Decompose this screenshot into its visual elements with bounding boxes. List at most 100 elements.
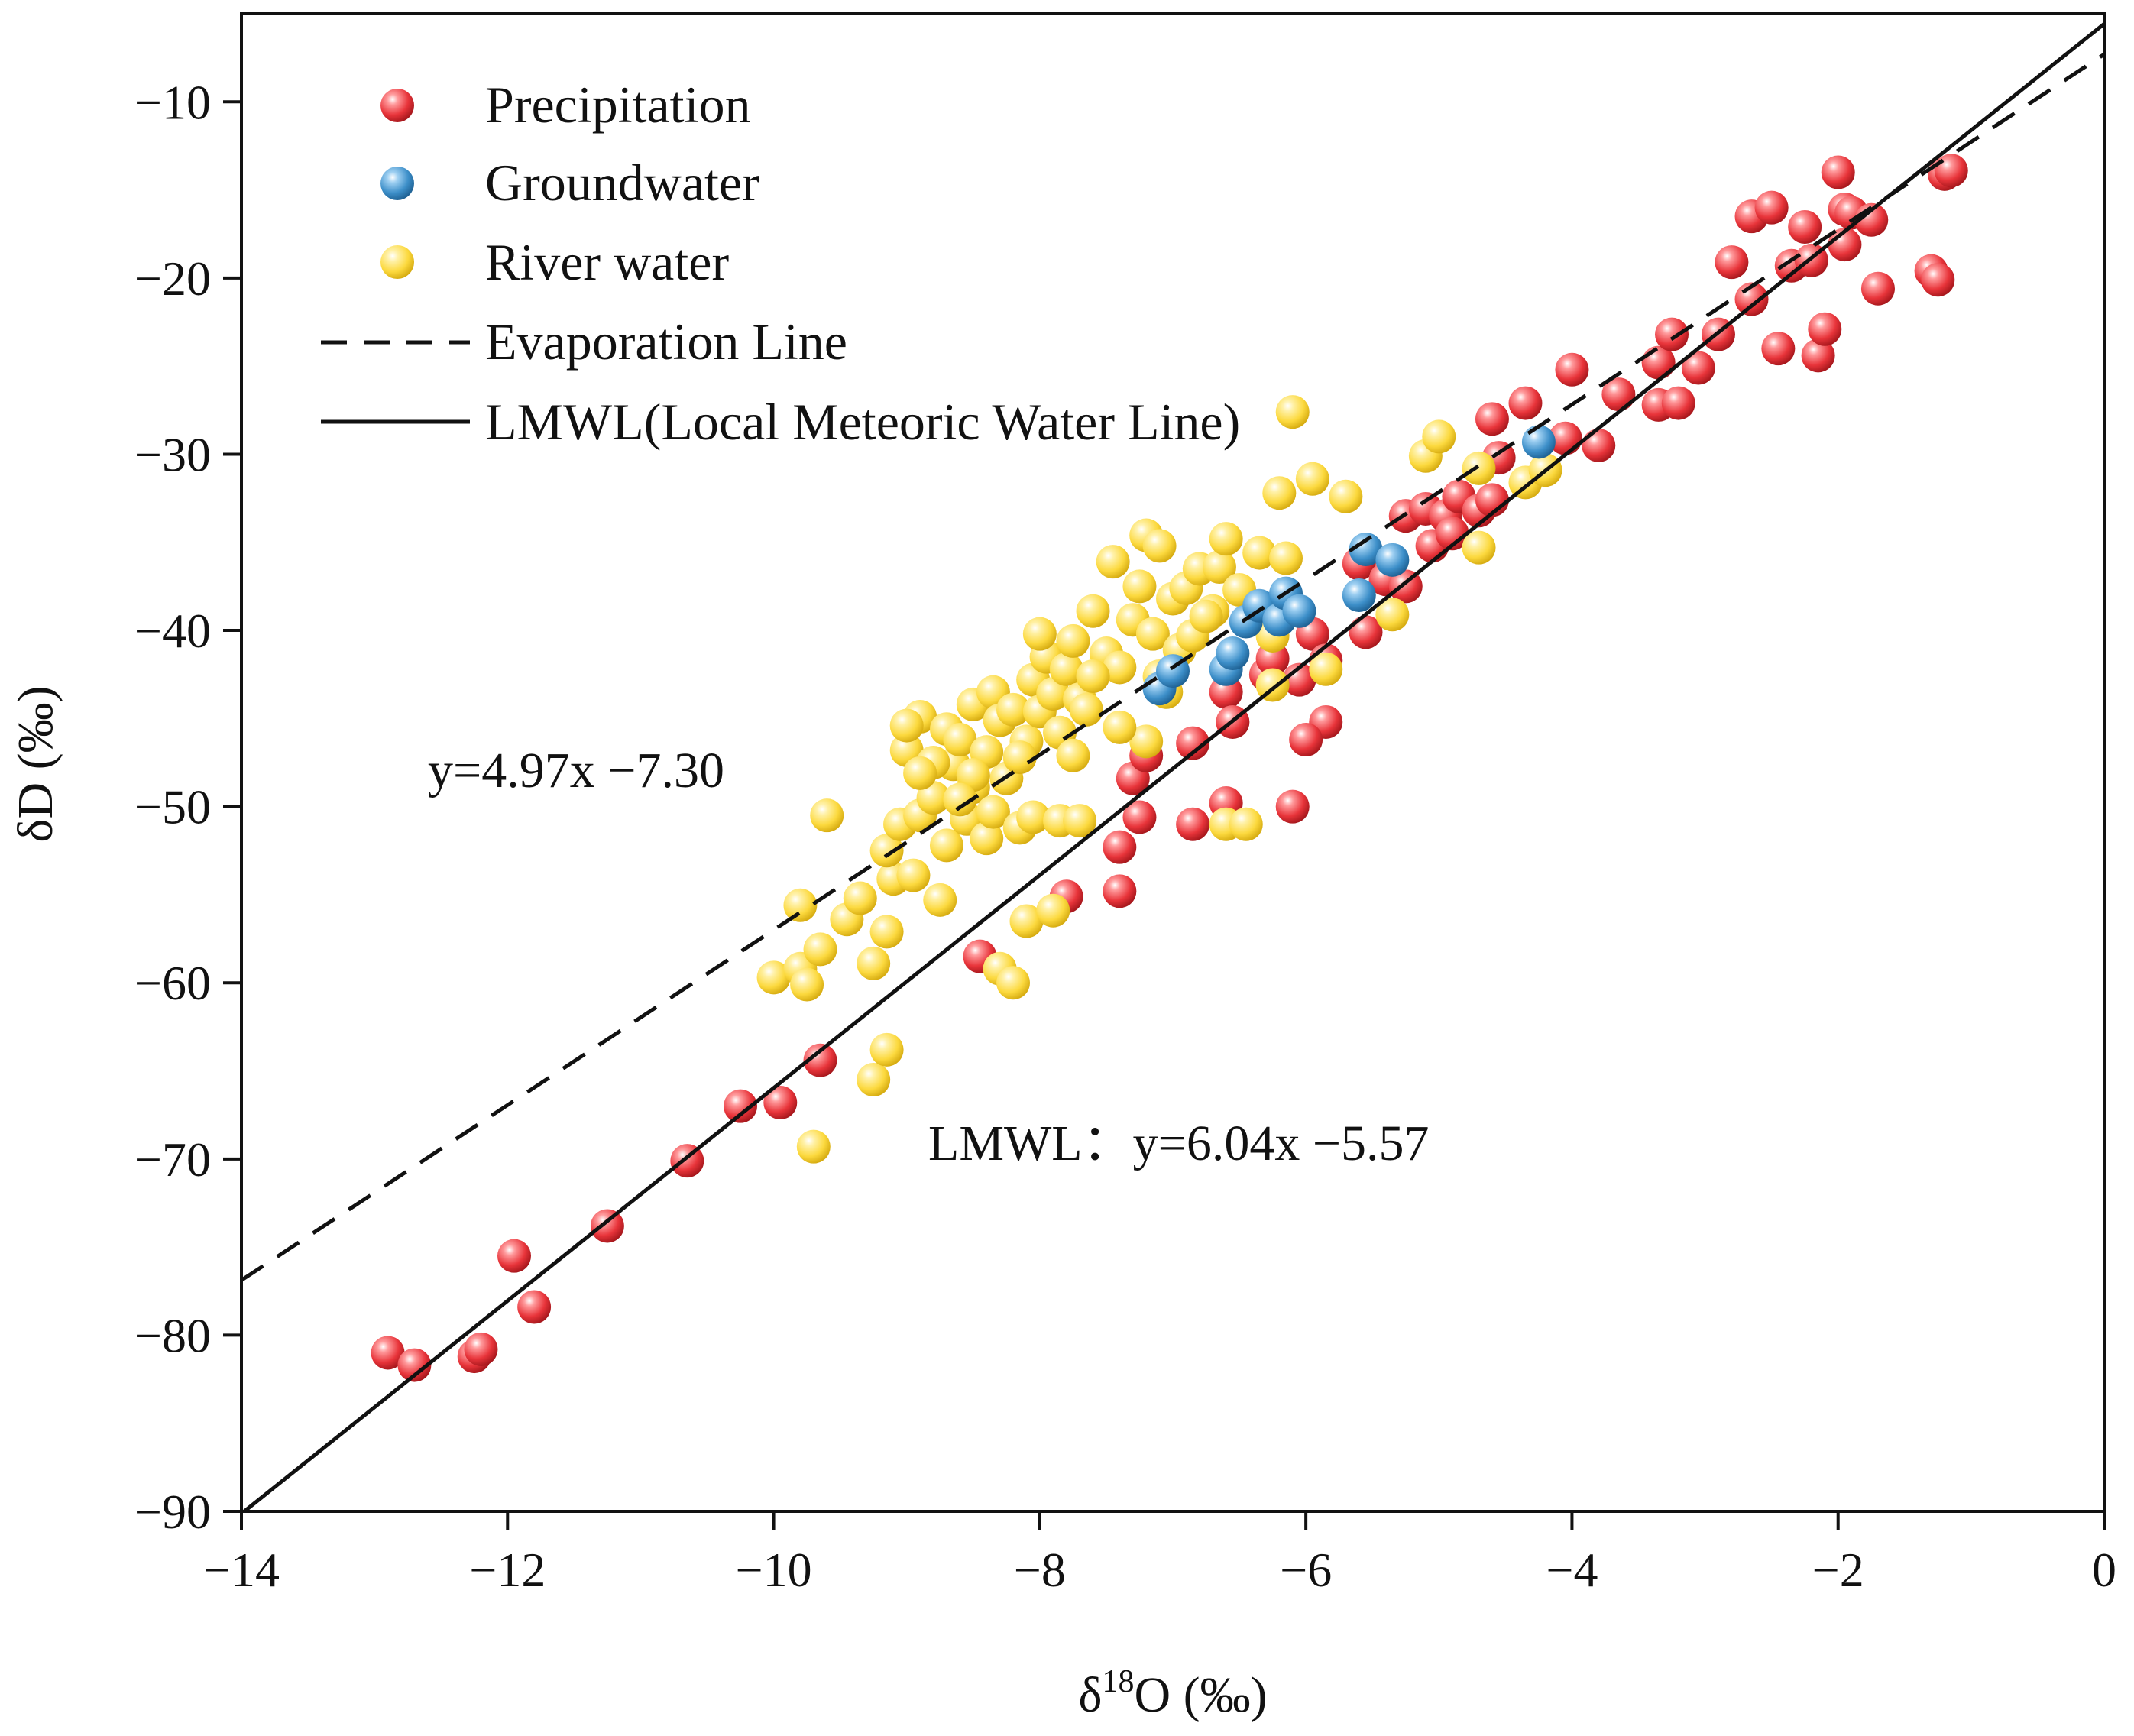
legend-marker-river-water xyxy=(380,245,414,279)
river-water-point xyxy=(756,960,791,995)
river-water-point xyxy=(1422,419,1456,454)
river-water-point xyxy=(943,723,977,757)
regression-lines xyxy=(241,22,2104,1511)
precipitation-point xyxy=(1921,263,1955,297)
river-water-point xyxy=(970,821,1004,856)
river-water-point xyxy=(1009,904,1044,938)
legend-marker-groundwater xyxy=(380,167,414,200)
legend-label-evaporation-line: Evaporation Line xyxy=(485,313,847,371)
river-water-point xyxy=(996,692,1031,727)
precipitation-point xyxy=(1761,332,1796,366)
y-tick-label: −30 xyxy=(134,427,211,481)
y-tick-label: −60 xyxy=(134,956,211,1010)
river-water-point xyxy=(1309,652,1343,686)
river-water-point xyxy=(1069,692,1103,727)
legend-item-lmwl: LMWL(Local Meteoric Water Line) xyxy=(321,393,1240,451)
x-tick-label: −2 xyxy=(1812,1543,1864,1597)
river-water-point xyxy=(1049,652,1083,686)
river-water-point xyxy=(857,946,891,980)
precipitation-point xyxy=(1754,190,1789,225)
river-water-point xyxy=(1202,550,1236,585)
river-water-point xyxy=(1142,529,1177,563)
river-water-point xyxy=(810,798,844,833)
legend-label-precipitation: Precipitation xyxy=(485,76,750,134)
y-tick-label: −80 xyxy=(134,1308,211,1362)
river-water-point xyxy=(1036,677,1070,711)
river-water-point xyxy=(1129,724,1164,759)
precipitation-point xyxy=(1122,800,1157,834)
lmwl-equation-label: LMWL：y=6.04x −5.57 xyxy=(928,1116,1430,1171)
precipitation-point xyxy=(590,1209,624,1243)
y-tick-label: −90 xyxy=(134,1485,211,1539)
groundwater-point xyxy=(1349,532,1383,566)
river-water-point xyxy=(869,915,904,949)
precipitation-point xyxy=(1655,317,1689,351)
river-water-point xyxy=(1056,623,1090,658)
groundwater-point xyxy=(1521,425,1556,459)
river-water-point xyxy=(1016,800,1051,834)
evaporation-equation-label: y=4.97x −7.30 xyxy=(428,743,724,798)
precipitation-point xyxy=(371,1336,405,1370)
legend-label-groundwater: Groundwater xyxy=(485,154,759,212)
river-water-point xyxy=(783,888,818,922)
precipitation-point xyxy=(464,1332,498,1366)
groundwater-point xyxy=(1282,594,1316,628)
river-water-point xyxy=(803,932,837,967)
legend-item-groundwater: Groundwater xyxy=(380,154,759,212)
river-water-point xyxy=(857,1063,891,1097)
precipitation-point xyxy=(1601,377,1636,412)
river-water-point xyxy=(869,834,904,868)
river-water-point xyxy=(1122,569,1157,604)
river-water-point xyxy=(903,756,937,790)
precipitation-point xyxy=(397,1348,432,1382)
river-water-point xyxy=(1103,650,1137,685)
river-water-point xyxy=(1096,545,1130,579)
groundwater-point xyxy=(1342,578,1376,612)
precipitation-point xyxy=(1582,428,1616,462)
groundwater-point xyxy=(1375,542,1410,577)
precipitation-point xyxy=(803,1043,837,1077)
x-tick-label: −6 xyxy=(1280,1543,1332,1597)
precipitation-point xyxy=(1808,312,1842,346)
precipitation-point xyxy=(1508,386,1543,420)
river-water-point xyxy=(1103,710,1137,744)
river-water-point xyxy=(1022,617,1057,651)
legend: Precipitation Groundwater River water Ev… xyxy=(321,76,1240,451)
river-water-point xyxy=(1002,740,1037,775)
lmwl-line xyxy=(241,22,2104,1511)
legend-item-precipitation: Precipitation xyxy=(380,76,750,134)
river-water-point xyxy=(790,967,824,1002)
river-water-point xyxy=(1375,598,1410,632)
river-water-point xyxy=(976,795,1010,829)
precipitation-point xyxy=(1715,245,1749,280)
river-water-point xyxy=(1036,893,1070,928)
river-water-point xyxy=(943,782,977,817)
x-tick-label: −12 xyxy=(469,1543,546,1597)
precipitation-point xyxy=(497,1239,531,1273)
precipitation-point xyxy=(1282,662,1316,697)
x-tick-label: −14 xyxy=(203,1543,280,1597)
river-water-point xyxy=(996,966,1031,1000)
precipitation-point xyxy=(1821,155,1855,189)
precipitation-point xyxy=(1435,517,1469,551)
river-water-point xyxy=(1269,541,1303,575)
y-tick-label: −20 xyxy=(134,251,211,306)
precipitation-point xyxy=(1860,271,1895,306)
river-water-point xyxy=(929,828,963,863)
river-water-point xyxy=(869,1032,904,1067)
x-tick-label: 0 xyxy=(2092,1543,2116,1597)
precipitation-point xyxy=(1475,402,1509,436)
legend-label-river-water: River water xyxy=(485,233,729,291)
river-water-point xyxy=(1462,530,1496,565)
precipitation-point xyxy=(1934,154,1968,188)
legend-marker-precipitation xyxy=(380,89,414,122)
y-tick-label: −50 xyxy=(134,780,211,834)
river-water-point xyxy=(956,758,990,792)
river-water-point xyxy=(1462,451,1496,485)
y-tick-label: −70 xyxy=(134,1132,211,1187)
precipitation-point xyxy=(1176,807,1210,841)
river-water-point xyxy=(923,883,957,917)
precipitation-point xyxy=(724,1089,758,1123)
river-water-point xyxy=(1063,804,1097,838)
